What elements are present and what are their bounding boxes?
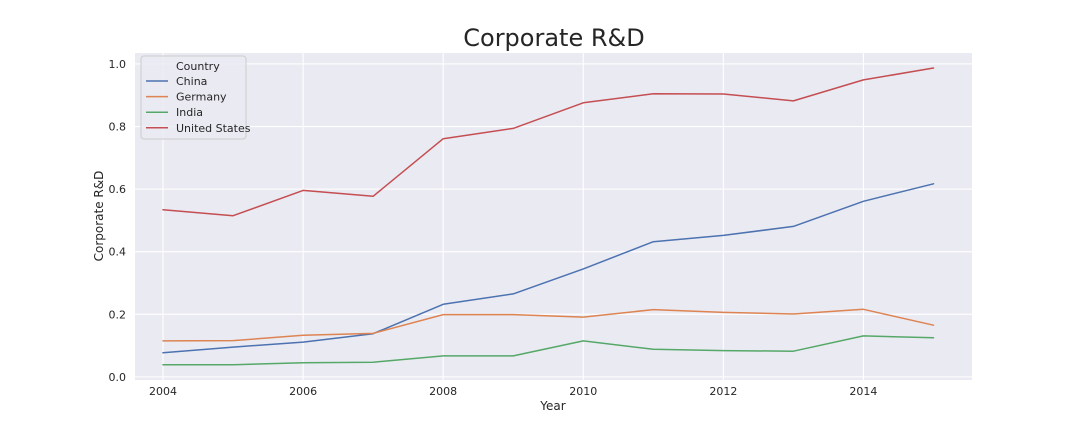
legend-title: Country bbox=[176, 60, 220, 73]
series-line-united-states bbox=[162, 67, 935, 217]
grid-lines bbox=[135, 53, 972, 380]
x-tick-labels: 2004 2006 2008 2010 2012 2014 bbox=[149, 385, 877, 398]
series-line-germany bbox=[162, 308, 935, 342]
x-tick-label: 2006 bbox=[289, 385, 317, 398]
legend-label-china: China bbox=[176, 75, 207, 88]
legend-label-india: India bbox=[176, 106, 203, 119]
series-line-china bbox=[162, 183, 935, 354]
legend-entries: China Germany India United States bbox=[146, 75, 251, 135]
legend: Country China Germany India United States bbox=[140, 55, 251, 140]
x-tick-label: 2010 bbox=[569, 385, 597, 398]
y-tick-label: 0.4 bbox=[109, 246, 127, 259]
series-lines bbox=[162, 67, 935, 366]
legend-box bbox=[140, 55, 247, 140]
legend-label-germany: Germany bbox=[176, 91, 227, 104]
y-axis-label: Corporate R&D bbox=[92, 171, 106, 262]
x-tick-label: 2008 bbox=[429, 385, 457, 398]
x-tick-label: 2004 bbox=[149, 385, 177, 398]
x-tick-label: 2014 bbox=[849, 385, 877, 398]
series-line-india bbox=[162, 335, 935, 366]
x-tick-label: 2012 bbox=[709, 385, 737, 398]
y-tick-label: 1.0 bbox=[109, 58, 127, 71]
y-tick-labels: 0.0 0.2 0.4 0.6 0.8 1.0 bbox=[109, 58, 127, 384]
y-tick-label: 0.2 bbox=[109, 308, 127, 321]
y-tick-label: 0.6 bbox=[109, 183, 127, 196]
chart-title: Corporate R&D bbox=[463, 24, 644, 52]
plot-background bbox=[135, 53, 972, 380]
y-tick-label: 0.0 bbox=[109, 371, 127, 384]
legend-label-united-states: United States bbox=[176, 122, 251, 135]
y-tick-label: 0.8 bbox=[109, 121, 127, 134]
x-axis-label: Year bbox=[539, 399, 565, 413]
